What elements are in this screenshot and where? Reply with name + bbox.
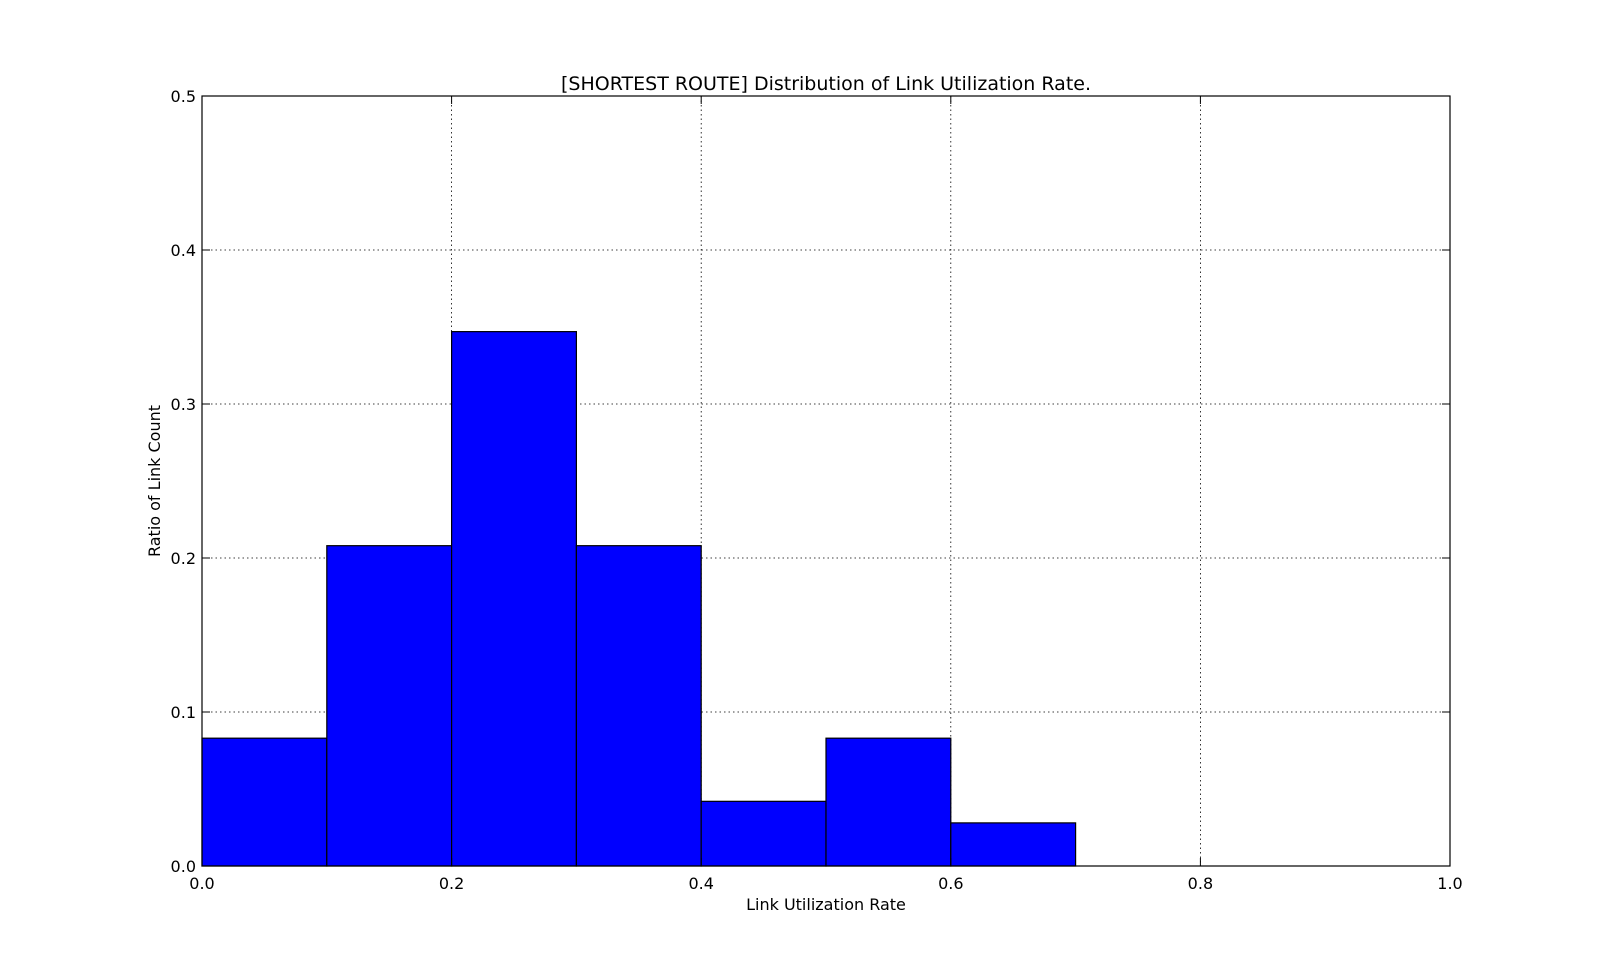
x-tick-label: 0.6: [938, 874, 963, 893]
histogram-bar: [451, 331, 578, 867]
histogram-bar: [825, 737, 952, 867]
histogram-bar: [326, 545, 453, 867]
y-tick-label: 0.3: [171, 395, 196, 414]
histogram-bars: [201, 331, 1077, 867]
y-tick-label: 0.4: [171, 241, 196, 260]
histogram-bar: [700, 800, 827, 867]
histogram-bar: [575, 545, 702, 867]
y-tick-label: 0.0: [171, 857, 196, 876]
x-tick-label: 0.8: [1188, 874, 1213, 893]
x-tick-label: 0.4: [688, 874, 713, 893]
plot-frame: [201, 95, 1451, 867]
histogram-bar: [950, 822, 1077, 867]
y-tick-label: 0.2: [171, 549, 196, 568]
x-tick-label: 0.2: [439, 874, 464, 893]
y-tick-label: 0.5: [171, 87, 196, 106]
axis-ticks: [201, 95, 1451, 867]
chart-title: [SHORTEST ROUTE] Distribution of Link Ut…: [561, 73, 1091, 95]
x-tick-label: 0.0: [189, 874, 214, 893]
tick-labels: 0.0 0.2 0.4 0.6 0.8 1.0 0.0 0.1 0.2 0.3 0.4 0.5: [171, 87, 1463, 893]
x-tick-label: 1.0: [1437, 874, 1462, 893]
histogram-bar: [201, 737, 328, 867]
y-tick-label: 0.1: [171, 703, 196, 722]
x-axis-title: Link Utilization Rate: [746, 895, 906, 914]
y-axis-title: Ratio of Link Count: [145, 405, 164, 557]
